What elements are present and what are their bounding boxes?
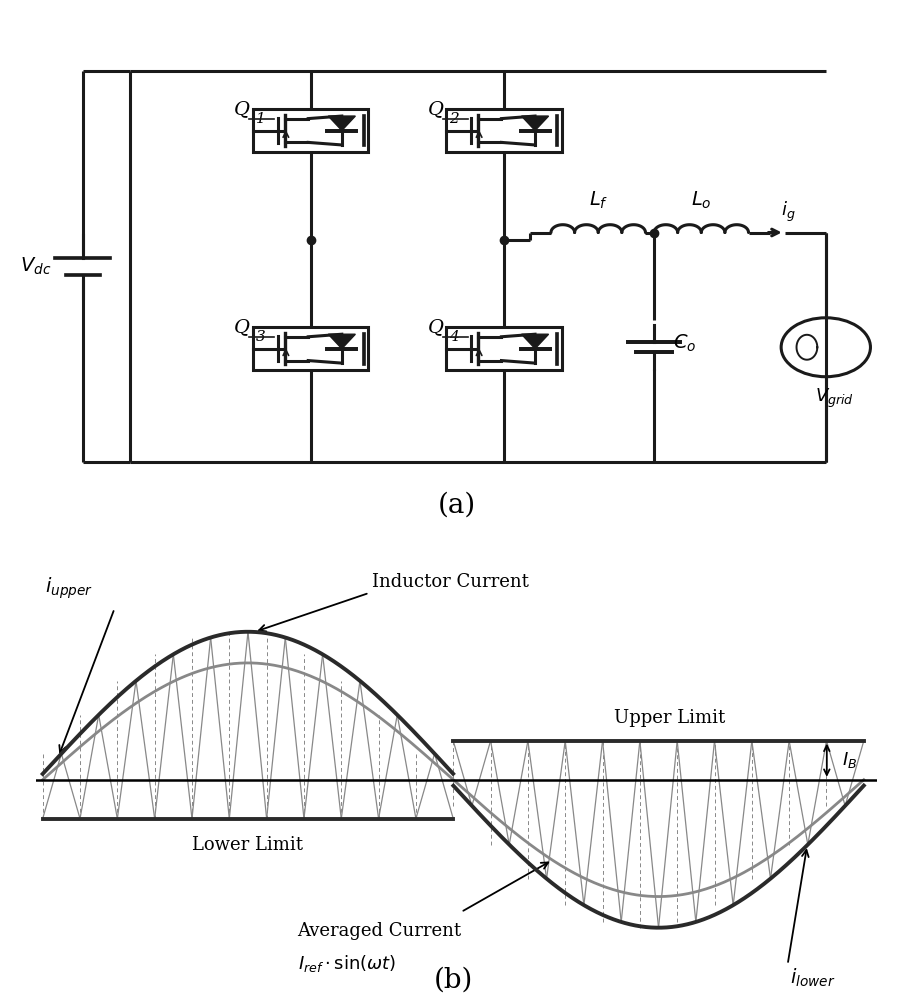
Text: Q: Q: [427, 100, 443, 118]
Text: $L_o$: $L_o$: [690, 190, 711, 211]
Text: 2: 2: [449, 112, 459, 126]
Text: Lower Limit: Lower Limit: [192, 836, 303, 854]
Text: 1: 1: [256, 112, 265, 126]
Polygon shape: [521, 334, 548, 349]
Text: Q: Q: [427, 318, 443, 336]
Text: $i_g$: $i_g$: [780, 200, 795, 224]
Text: $V_{dc}$: $V_{dc}$: [20, 256, 51, 277]
Bar: [445, 109, 561, 152]
Text: $V_{grid}$: $V_{grid}$: [814, 387, 853, 410]
Text: Upper Limit: Upper Limit: [614, 709, 725, 727]
Text: Averaged Current: Averaged Current: [297, 922, 461, 940]
Text: $C_o$: $C_o$: [672, 333, 695, 354]
Polygon shape: [328, 116, 355, 130]
Text: Q: Q: [234, 318, 250, 336]
Text: 3: 3: [256, 330, 265, 344]
Bar: [252, 327, 368, 370]
Text: 4: 4: [449, 330, 459, 344]
Text: $i_{lower}$: $i_{lower}$: [789, 967, 834, 989]
Bar: [445, 327, 561, 370]
Text: Q: Q: [234, 100, 250, 118]
Text: (a): (a): [437, 492, 475, 519]
Bar: [252, 109, 368, 152]
Text: $I_B$: $I_B$: [842, 750, 857, 770]
Text: (b): (b): [433, 967, 472, 994]
Polygon shape: [521, 116, 548, 130]
Polygon shape: [328, 334, 355, 349]
Text: $L_f$: $L_f$: [588, 190, 607, 211]
Text: $I_{ref}\cdot\sin(\omega t)$: $I_{ref}\cdot\sin(\omega t)$: [297, 953, 396, 974]
Text: $i_{upper}$: $i_{upper}$: [45, 575, 93, 601]
Text: Inductor Current: Inductor Current: [372, 573, 528, 591]
